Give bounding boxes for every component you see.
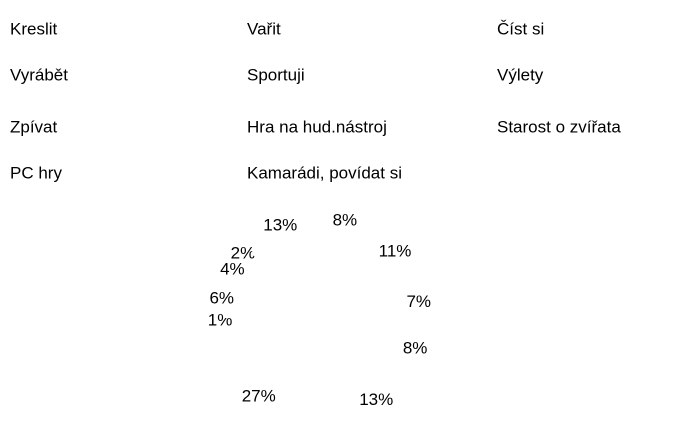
legend-entry: Kreslit (10, 19, 58, 38)
pie-slice (243, 252, 320, 318)
legend-entry: Sportuji (247, 65, 305, 84)
pie-slice (320, 234, 409, 318)
pie-slice (225, 283, 320, 318)
legend-entry: Vařit (247, 19, 281, 38)
legend-entry: Hra na hud.nástroj (247, 117, 387, 136)
data-label: 6% (209, 289, 234, 308)
pie-slice (320, 318, 415, 369)
pie-slice (320, 283, 416, 324)
pie-slice (225, 318, 320, 324)
legend-entry: Vyrábět (10, 65, 68, 84)
data-label: 13% (263, 216, 297, 235)
data-label: 11% (379, 241, 412, 260)
legend-entry: Výlety (497, 65, 544, 84)
pie-slice (320, 318, 401, 412)
data-label: 8% (333, 211, 358, 230)
data-label: 7% (406, 292, 431, 311)
pie-slice (225, 318, 338, 414)
legend-entry: Číst si (497, 19, 544, 38)
pie-slice (231, 262, 320, 318)
data-label: 27% (242, 386, 276, 405)
data-label: 8% (403, 338, 428, 357)
legend-entry: Kamarádi, povídat si (247, 163, 402, 182)
legend-entry: PC hry (10, 163, 62, 182)
data-label: 2% (231, 244, 256, 263)
legend-entry: Starost o zvířata (497, 117, 621, 136)
data-label: 13% (359, 390, 393, 409)
data-label: 4% (220, 259, 245, 278)
pie-slice (320, 223, 366, 318)
pie-slice (250, 223, 320, 318)
legend-entry: Zpívat (10, 117, 58, 136)
